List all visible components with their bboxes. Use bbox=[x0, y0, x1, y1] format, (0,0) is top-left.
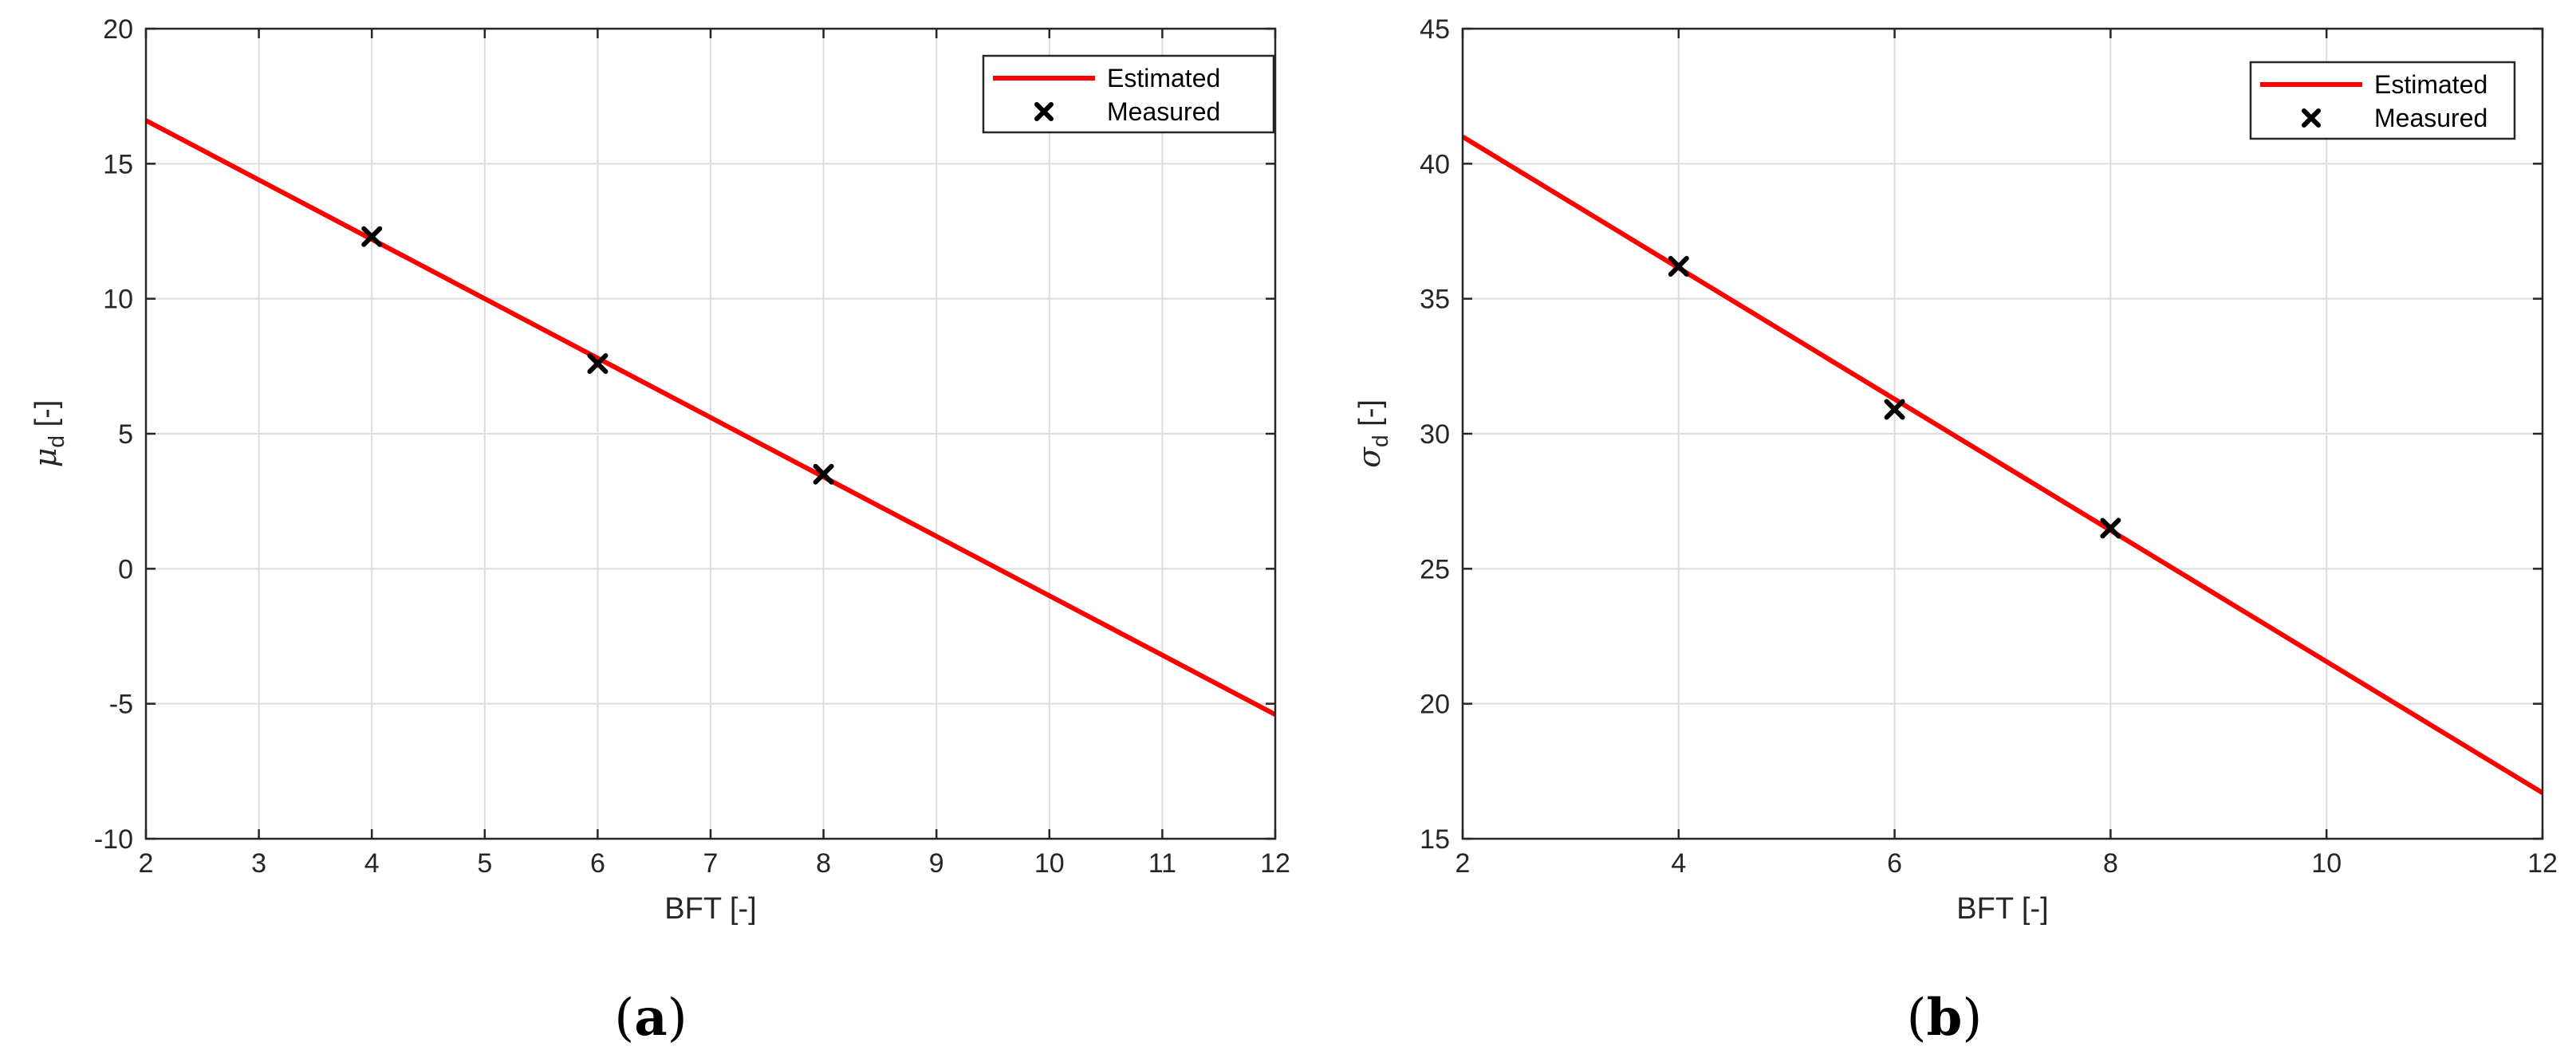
x-tick-label: 6 bbox=[590, 848, 605, 879]
data-point-measured bbox=[1884, 399, 1905, 420]
x-tick-label: 12 bbox=[2527, 848, 2558, 879]
chart-panel-a: 2 3 4 5 6 7 8 9 10 11 12 -10 -5 0 5 10 15 20 BFT [-] μd [-]… bbox=[28, 14, 1290, 926]
legend-item-estimated: Estimated bbox=[2260, 70, 2487, 99]
legend: Estimated Measured bbox=[982, 54, 1275, 134]
legend-item-measured: Measured bbox=[2302, 104, 2487, 132]
svg-text:Estimated: Estimated bbox=[1107, 64, 1220, 92]
x-tick-label: 3 bbox=[251, 848, 266, 879]
y-tick-label: 15 bbox=[103, 149, 133, 179]
x-tick-label: 2 bbox=[139, 848, 154, 879]
x-tick-label: 8 bbox=[816, 848, 831, 879]
x-tick-label: 11 bbox=[1148, 848, 1176, 879]
x-tick-label: 10 bbox=[1034, 848, 1065, 879]
legend-item-estimated: Estimated bbox=[993, 64, 1220, 92]
x-tick-label: 4 bbox=[1671, 848, 1686, 879]
x-tick-label: 9 bbox=[929, 848, 944, 879]
y-tick-label: 25 bbox=[1420, 554, 1450, 584]
chart-panel-b: 2 4 6 8 10 12 15 20 25 30 35 40 45 BFT [-] σd [-] Estim… bbox=[1352, 14, 2558, 926]
x-tick-label: 4 bbox=[364, 848, 380, 879]
panel-label-b: (b) bbox=[1907, 988, 1983, 1048]
x-tick-label: 8 bbox=[2103, 848, 2118, 879]
panel-label-a: (a) bbox=[614, 988, 687, 1048]
y-tick-label: 40 bbox=[1420, 149, 1450, 179]
svg-text:Measured: Measured bbox=[2374, 104, 2487, 132]
legend-item-measured: Measured bbox=[1034, 97, 1220, 126]
data-point-measured bbox=[2100, 517, 2121, 539]
y-tick-label: 0 bbox=[118, 554, 133, 584]
y-tick-label: 20 bbox=[103, 14, 133, 45]
data-point-measured bbox=[361, 226, 383, 247]
x-tick-label: 12 bbox=[1260, 848, 1290, 879]
x-axis-label: BFT [-] bbox=[1956, 892, 2048, 926]
data-point-measured bbox=[587, 352, 609, 374]
y-tick-label: 35 bbox=[1420, 285, 1450, 315]
y-tick-label: 30 bbox=[1420, 419, 1450, 450]
y-tick-label: -10 bbox=[94, 824, 133, 855]
x-axis-label: BFT [-] bbox=[664, 892, 756, 926]
y-tick-label: -5 bbox=[109, 690, 133, 720]
y-tick-label: 15 bbox=[1420, 824, 1450, 855]
data-point-measured bbox=[1668, 256, 1689, 277]
svg-text:Measured: Measured bbox=[1107, 97, 1220, 126]
y-axis-label: σd [-] bbox=[1352, 399, 1392, 468]
x-tick-label: 7 bbox=[703, 848, 719, 879]
y-tick-label: 5 bbox=[118, 419, 133, 450]
y-axis-label: μd [-] bbox=[28, 400, 69, 468]
legend: Estimated Measured bbox=[2249, 61, 2516, 140]
data-point-measured bbox=[813, 463, 834, 485]
y-tick-label: 20 bbox=[1420, 690, 1450, 720]
y-tick-label: 10 bbox=[103, 285, 133, 315]
series-line-estimated bbox=[146, 118, 1275, 717]
x-tick-label: 2 bbox=[1455, 848, 1471, 879]
y-tick-label: 45 bbox=[1420, 14, 1450, 45]
series-line-estimated bbox=[1463, 134, 2543, 795]
x-tick-label: 5 bbox=[477, 848, 492, 879]
x-tick-label: 10 bbox=[2311, 848, 2342, 879]
x-tick-label: 6 bbox=[1887, 848, 1902, 879]
svg-text:Estimated: Estimated bbox=[2374, 70, 2487, 99]
